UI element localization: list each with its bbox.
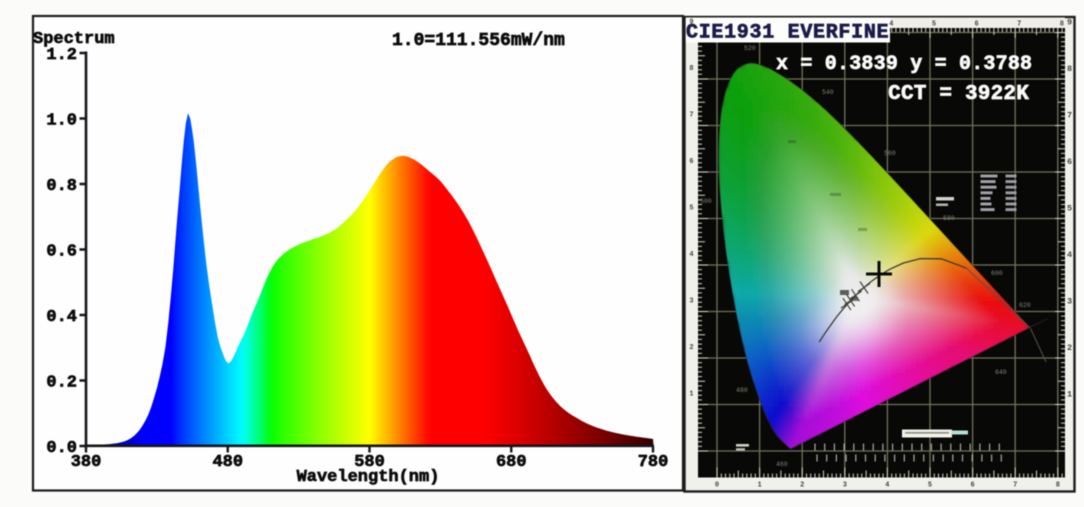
svg-text:0.8: 0.8 xyxy=(46,177,77,196)
svg-text:1.0=111.556mW/nm: 1.0=111.556mW/nm xyxy=(392,31,565,51)
svg-text:7: 7 xyxy=(1017,21,1021,29)
svg-text:Wavelength(nm): Wavelength(nm) xyxy=(297,468,440,487)
svg-text:640: 640 xyxy=(995,369,1007,376)
svg-text:5: 5 xyxy=(932,21,936,29)
svg-text:4: 4 xyxy=(1067,250,1072,260)
svg-text:0.2: 0.2 xyxy=(46,374,77,393)
svg-text:540: 540 xyxy=(822,89,834,96)
svg-text:380: 380 xyxy=(71,453,102,472)
svg-text:480: 480 xyxy=(736,387,748,394)
svg-text:680: 680 xyxy=(496,453,527,472)
svg-text:5: 5 xyxy=(689,205,693,213)
svg-text:7: 7 xyxy=(689,112,693,120)
svg-text:3: 3 xyxy=(1067,297,1072,307)
svg-text:0.0: 0.0 xyxy=(46,439,77,458)
svg-text:3: 3 xyxy=(689,298,693,306)
svg-text:2: 2 xyxy=(689,344,693,352)
svg-text:2: 2 xyxy=(800,482,804,490)
svg-text:620: 620 xyxy=(1019,302,1031,309)
svg-text:500: 500 xyxy=(700,198,712,205)
svg-text:1: 1 xyxy=(757,482,761,490)
svg-text:5: 5 xyxy=(1067,204,1072,214)
svg-text:4: 4 xyxy=(689,251,693,259)
svg-text:9: 9 xyxy=(1067,18,1072,28)
svg-text:8: 8 xyxy=(1060,21,1064,29)
svg-text:x = 0.3839 y = 0.3788: x = 0.3839 y = 0.3788 xyxy=(776,53,1032,76)
svg-text:1.0: 1.0 xyxy=(46,112,77,131)
svg-text:6: 6 xyxy=(970,482,974,490)
svg-text:0.6: 0.6 xyxy=(46,243,77,262)
svg-text:4: 4 xyxy=(885,482,889,490)
svg-text:600: 600 xyxy=(991,270,1003,277)
svg-text:8: 8 xyxy=(689,65,693,73)
svg-text:3: 3 xyxy=(843,482,847,490)
svg-text:6: 6 xyxy=(1067,157,1072,167)
svg-text:580: 580 xyxy=(354,453,385,472)
svg-text:480: 480 xyxy=(212,453,243,472)
svg-text:8: 8 xyxy=(1067,64,1072,74)
svg-text:560: 560 xyxy=(884,150,896,157)
svg-text:4: 4 xyxy=(889,21,893,29)
svg-text:0.4: 0.4 xyxy=(46,308,77,327)
svg-text:8: 8 xyxy=(1056,482,1060,490)
svg-text:2: 2 xyxy=(1067,343,1072,353)
svg-text:460: 460 xyxy=(776,461,788,468)
svg-text:580: 580 xyxy=(943,215,955,222)
svg-text:6: 6 xyxy=(689,158,693,166)
svg-text:CIE1931 EVERFINE: CIE1931 EVERFINE xyxy=(686,22,889,45)
svg-text:5: 5 xyxy=(928,482,932,490)
svg-text:0: 0 xyxy=(715,482,719,490)
svg-text:780: 780 xyxy=(638,453,669,472)
svg-text:520: 520 xyxy=(744,45,756,52)
svg-text:6: 6 xyxy=(974,21,978,29)
svg-text:1: 1 xyxy=(1067,390,1072,400)
svg-text:CCT = 3922K: CCT = 3922K xyxy=(888,83,1029,106)
svg-text:7: 7 xyxy=(1013,482,1017,490)
svg-text:1: 1 xyxy=(689,391,693,399)
svg-text:7: 7 xyxy=(1067,111,1072,121)
svg-text:1.2: 1.2 xyxy=(46,46,77,65)
svg-text:9: 9 xyxy=(689,19,693,27)
svg-text:Spectrum: Spectrum xyxy=(33,30,115,49)
